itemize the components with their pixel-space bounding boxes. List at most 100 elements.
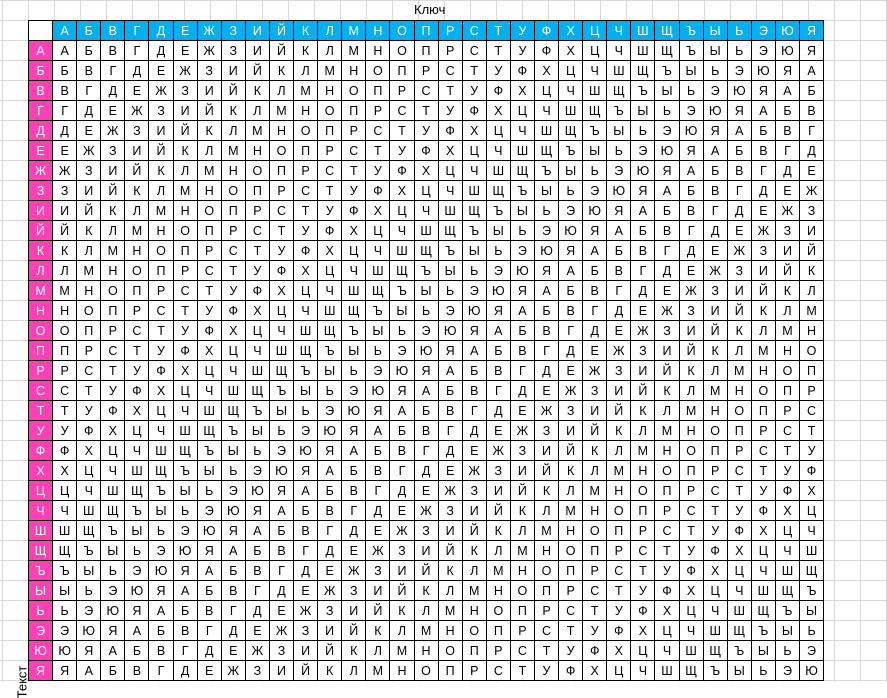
table-cell[interactable]: П [341,100,367,121]
table-cell[interactable]: Я [558,240,584,261]
table-cell[interactable]: Я [341,420,367,441]
table-cell[interactable]: Р [558,580,584,601]
table-cell[interactable]: Ш [244,360,270,381]
table-cell[interactable]: Г [124,40,150,61]
table-cell[interactable]: Ц [389,200,415,221]
table-cell[interactable]: О [774,360,801,381]
table-cell[interactable]: У [220,280,246,301]
table-cell[interactable]: Л [76,240,102,261]
table-cell[interactable]: Ц [630,640,656,661]
table-cell[interactable]: Я [702,120,728,141]
table-cell[interactable]: Б [52,60,78,81]
key-header-cell[interactable]: Ц [582,20,608,41]
table-cell[interactable]: Б [726,140,752,161]
table-cell[interactable]: Й [413,560,439,581]
table-cell[interactable]: Я [124,600,150,621]
table-cell[interactable]: Й [268,40,295,61]
table-cell[interactable]: С [52,380,78,401]
table-cell[interactable]: Ц [52,480,78,501]
table-cell[interactable]: С [774,420,801,441]
text-header-cell[interactable]: Э [27,620,54,641]
table-cell[interactable]: Э [317,400,343,421]
table-cell[interactable]: С [172,280,198,301]
table-cell[interactable]: С [533,620,560,641]
table-cell[interactable]: С [148,300,174,321]
table-cell[interactable]: Э [750,40,776,61]
table-cell[interactable]: Я [798,40,825,61]
table-cell[interactable]: М [437,600,463,621]
table-cell[interactable]: С [654,520,680,541]
table-cell[interactable]: Ф [293,240,319,261]
table-cell[interactable]: С [268,200,295,221]
table-cell[interactable]: Б [654,200,680,221]
table-cell[interactable]: В [437,400,463,421]
table-cell[interactable]: З [533,420,560,441]
table-cell[interactable]: К [220,100,246,121]
table-cell[interactable]: П [461,640,487,661]
table-cell[interactable]: И [798,220,825,241]
table-cell[interactable]: Ы [750,640,776,661]
table-cell[interactable]: Ч [654,640,680,661]
table-cell[interactable]: Ъ [485,200,511,221]
table-cell[interactable]: Р [100,320,126,341]
table-cell[interactable]: Ъ [678,40,704,61]
table-cell[interactable]: Э [76,600,102,621]
table-cell[interactable]: И [558,420,584,441]
table-cell[interactable]: Ы [52,580,78,601]
table-cell[interactable]: Х [461,120,487,141]
table-cell[interactable]: Ы [413,280,439,301]
table-cell[interactable]: Ц [509,100,535,121]
table-cell[interactable]: Ф [461,100,487,121]
text-header-cell[interactable]: Ш [27,520,54,541]
table-cell[interactable]: Д [341,520,367,541]
table-cell[interactable]: В [220,580,246,601]
table-cell[interactable]: Б [413,400,439,421]
text-header-cell[interactable]: И [27,200,54,221]
table-cell[interactable]: Ы [606,120,632,141]
table-cell[interactable]: О [389,40,415,61]
table-cell[interactable]: А [172,580,198,601]
table-cell[interactable]: Ш [558,100,584,121]
table-cell[interactable]: Э [726,60,752,81]
table-cell[interactable]: А [124,620,150,641]
table-cell[interactable]: П [726,420,752,441]
table-cell[interactable]: У [268,240,295,261]
table-cell[interactable]: М [582,480,608,501]
table-cell[interactable]: Ч [148,420,174,441]
table-cell[interactable]: Э [437,300,463,321]
table-cell[interactable]: Ч [317,280,343,301]
table-cell[interactable]: Г [244,580,270,601]
table-cell[interactable]: Ъ [774,600,801,621]
table-cell[interactable]: Б [341,460,367,481]
text-header-cell[interactable]: В [27,80,54,101]
table-cell[interactable]: Э [774,660,801,681]
table-cell[interactable]: Ш [365,260,391,281]
table-cell[interactable]: И [196,80,222,101]
table-cell[interactable]: Ю [485,280,511,301]
key-header-cell[interactable]: Д [148,20,174,41]
table-cell[interactable]: У [341,180,367,201]
table-cell[interactable]: Т [76,380,102,401]
table-cell[interactable]: Г [172,640,198,661]
table-cell[interactable]: О [76,300,102,321]
text-header-cell[interactable]: М [27,280,54,301]
table-cell[interactable]: Ю [148,560,174,581]
table-cell[interactable]: Й [750,280,776,301]
table-cell[interactable]: Ы [485,220,511,241]
table-cell[interactable]: Ь [172,500,198,521]
table-cell[interactable]: П [148,260,174,281]
table-cell[interactable]: Н [461,600,487,621]
table-cell[interactable]: И [630,360,656,381]
table-cell[interactable]: Е [509,400,535,421]
table-cell[interactable]: Н [437,620,463,641]
table-cell[interactable]: Т [726,480,752,501]
table-cell[interactable]: Ы [582,140,608,161]
table-cell[interactable]: А [100,640,126,661]
table-cell[interactable]: У [293,220,319,241]
table-cell[interactable]: Ф [100,400,126,421]
table-cell[interactable]: Ъ [196,440,222,461]
table-cell[interactable]: Г [52,100,78,121]
table-cell[interactable]: П [124,280,150,301]
table-cell[interactable]: Т [533,640,560,661]
table-cell[interactable]: Й [558,440,584,461]
